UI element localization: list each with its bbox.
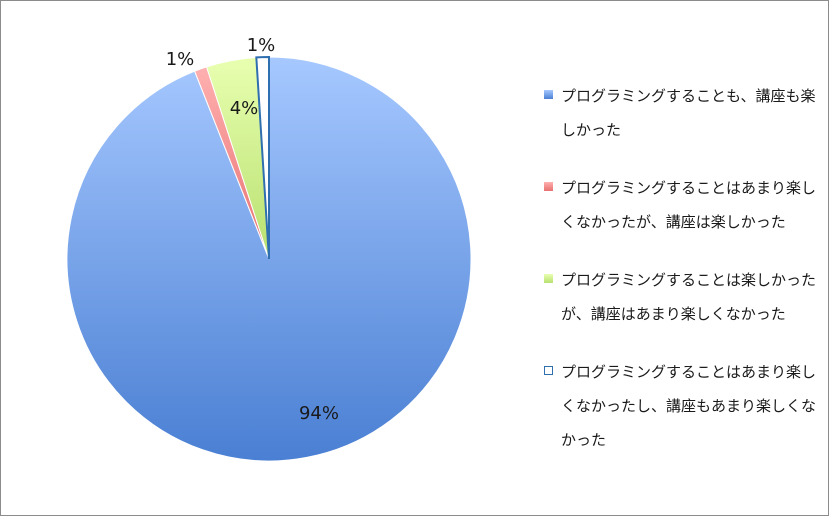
legend-item: プログラミングすることはあまり楽しくなかったし、講座もあまり楽しくなかった	[544, 355, 826, 457]
legend-label: プログラミングすることは楽しかったが、講座はあまり楽しくなかった	[561, 271, 817, 323]
legend-label: プログラミングすることはあまり楽しくなかったが、講座は楽しかった	[561, 179, 817, 231]
legend-item: プログラミングすることはあまり楽しくなかったが、講座は楽しかった	[544, 171, 826, 239]
pie-slice-neither-fun	[255, 55, 270, 260]
legend-swatch-red	[544, 182, 553, 191]
legend-swatch-green	[544, 274, 553, 283]
data-label: 94%	[299, 403, 339, 424]
legend-label: プログラミングすることも、講座も楽しかった	[561, 87, 816, 139]
data-label: 1%	[247, 35, 276, 56]
legend-swatch-white	[544, 366, 553, 375]
legend-swatch-blue	[544, 90, 553, 99]
legend-item: プログラミングすることも、講座も楽しかった	[544, 79, 826, 147]
legend-label: プログラミングすることはあまり楽しくなかったし、講座もあまり楽しくなかった	[561, 363, 817, 449]
data-label: 1%	[166, 49, 195, 70]
data-label: 4%	[230, 98, 259, 119]
legend-item: プログラミングすることは楽しかったが、講座はあまり楽しくなかった	[544, 263, 826, 331]
